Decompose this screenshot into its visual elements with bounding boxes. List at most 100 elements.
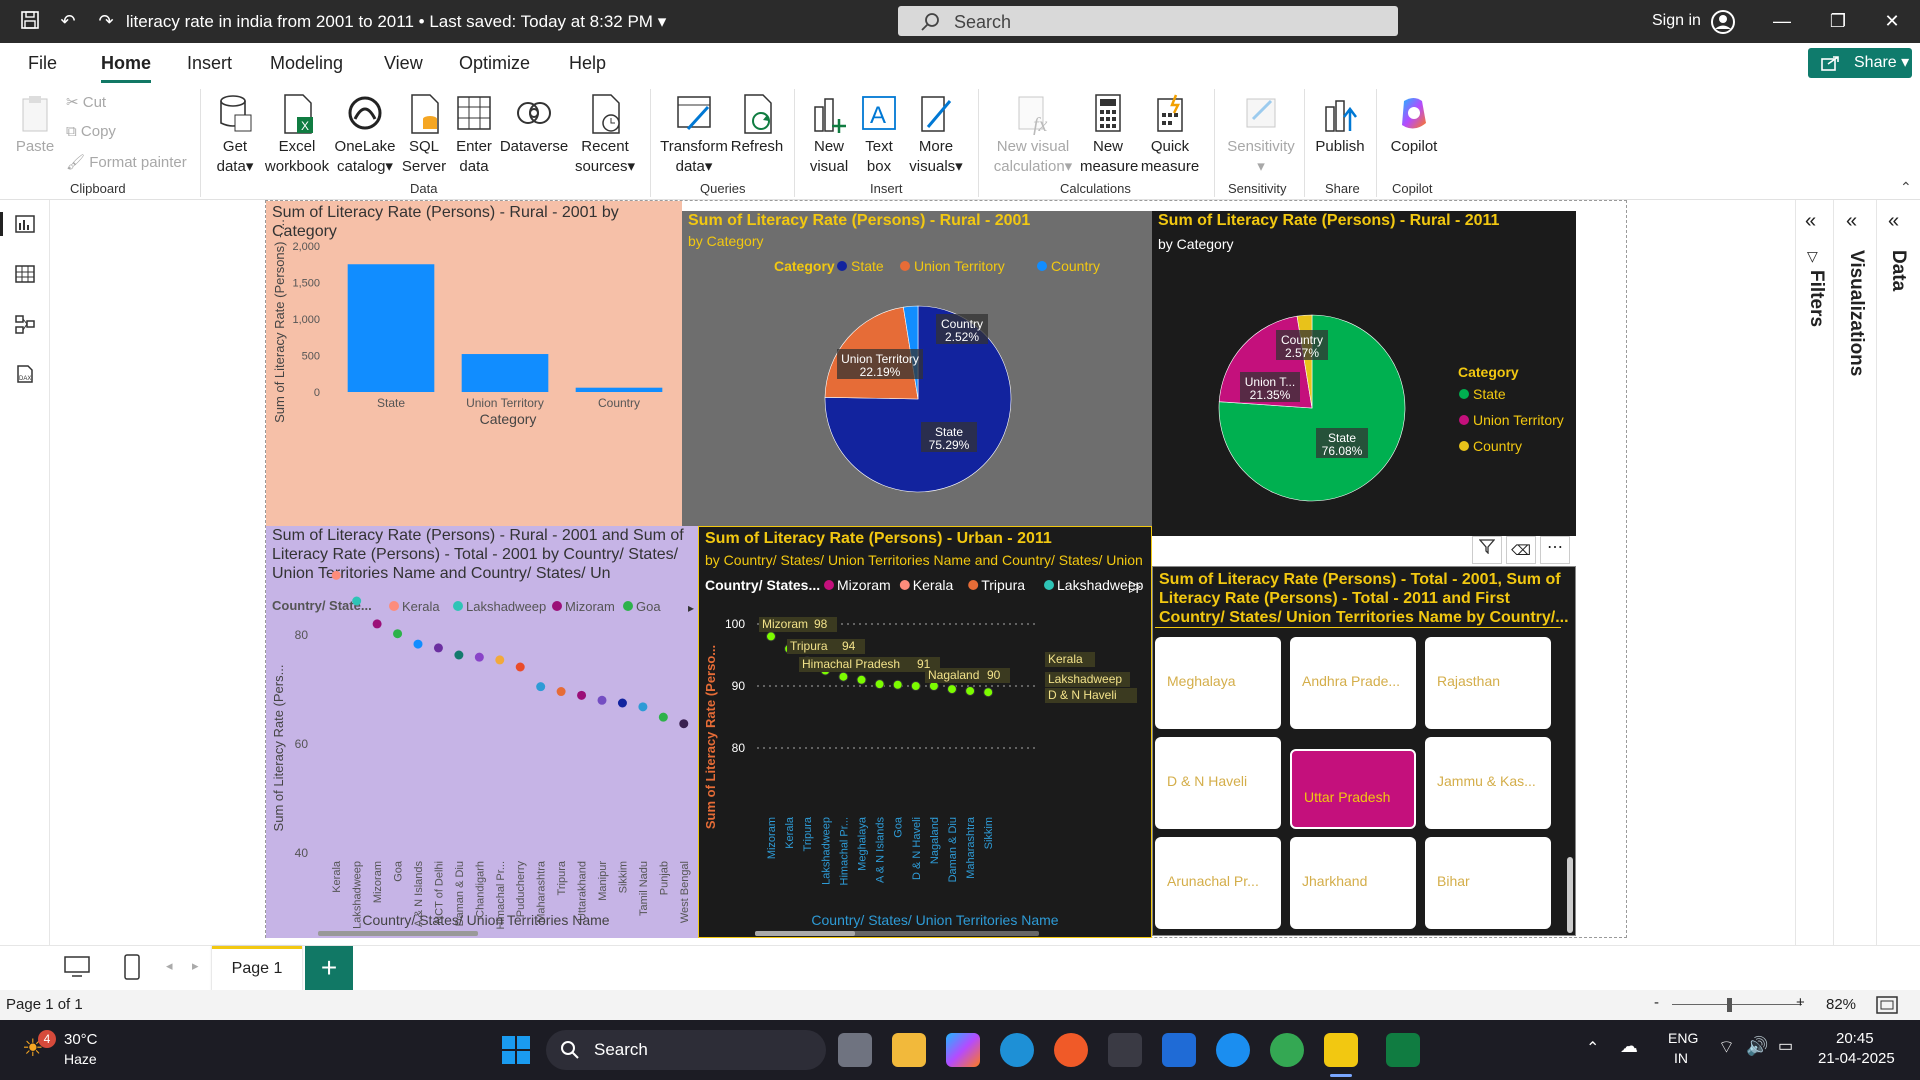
onelake-catalog-button[interactable]: OneLake catalog▾ <box>334 93 396 177</box>
collapse-ribbon-icon[interactable]: ⌃ <box>1900 179 1912 195</box>
file-explorer-icon[interactable] <box>892 1033 926 1067</box>
scatter-urban-visual[interactable]: Sum of Literacy Rate (Persons) - Urban -… <box>698 526 1152 938</box>
tab-page-1[interactable]: Page 1 <box>212 946 302 991</box>
maximize-icon[interactable]: ❐ <box>1829 11 1847 31</box>
pie-2011-visual[interactable]: Sum of Literacy Rate (Persons) - Rural -… <box>1152 211 1576 536</box>
fit-to-page-icon[interactable] <box>1876 995 1898 1015</box>
close-icon[interactable]: ✕ <box>1884 11 1900 31</box>
menu-help[interactable]: Help <box>569 53 607 73</box>
copilot-button[interactable]: Copilot <box>1386 93 1442 157</box>
new-measure-button[interactable]: New measure <box>1080 93 1138 177</box>
enter-data-button[interactable]: Enter data <box>450 93 498 177</box>
report-view-icon[interactable] <box>14 214 36 234</box>
more-options-icon[interactable]: ⋯ <box>1540 536 1570 564</box>
chevron-up-icon[interactable]: ⌃ <box>1586 1040 1600 1057</box>
text-box-button[interactable]: A Text box <box>856 93 902 177</box>
copy-button[interactable]: ⧉ Copy <box>66 123 116 140</box>
undo-icon[interactable]: ↶ <box>60 11 76 31</box>
menu-optimize[interactable]: Optimize <box>459 53 531 73</box>
minimize-icon[interactable]: — <box>1773 11 1791 31</box>
volume-icon[interactable]: 🔊 <box>1746 1036 1769 1056</box>
visualizations-pane-tab[interactable]: Visualizations <box>1846 250 1867 377</box>
firefox-icon[interactable] <box>1054 1033 1088 1067</box>
eraser-icon[interactable]: ⌫ <box>1506 536 1536 564</box>
cut-button[interactable]: ✂ Cut <box>66 93 106 111</box>
store-icon[interactable] <box>1108 1033 1142 1067</box>
excel-workbook-button[interactable]: X Excel workbook <box>262 93 332 177</box>
menu-modeling[interactable]: Modeling <box>270 53 344 73</box>
taskbar-search[interactable]: Search <box>546 1030 826 1070</box>
collapse-data-icon[interactable]: « <box>1888 210 1900 232</box>
slicer-item[interactable]: Meghalaya <box>1155 637 1281 729</box>
slicer-item[interactable]: Arunachal Pr... <box>1155 837 1281 929</box>
quick-measure-button[interactable]: Quick measure <box>1138 93 1202 177</box>
format-painter-button[interactable]: 🖌 Format painter <box>66 153 187 171</box>
language-label[interactable]: ENG <box>1668 1030 1699 1046</box>
publish-button[interactable]: Publish <box>1314 93 1366 157</box>
table-view-icon[interactable] <box>14 264 36 284</box>
recent-sources-button[interactable]: Recent sources▾ <box>572 93 638 177</box>
cloud-icon[interactable]: ☁ <box>1620 1036 1638 1056</box>
wifi-icon[interactable]: ⌔ <box>1718 1037 1735 1057</box>
next-page-icon[interactable]: ▸ <box>192 958 199 973</box>
task-view-icon[interactable] <box>838 1033 872 1067</box>
scatter-total-visual[interactable]: Sum of Literacy Rate (Persons) - Rural -… <box>266 526 698 938</box>
prev-page-icon[interactable]: ◂ <box>166 958 173 973</box>
desktop-layout-icon[interactable] <box>64 956 90 978</box>
menu-insert[interactable]: Insert <box>187 53 233 73</box>
copilot-app-icon[interactable] <box>946 1033 980 1067</box>
zoom-slider-track[interactable] <box>1672 1004 1802 1005</box>
slicer-item[interactable]: Jharkhand <box>1290 837 1416 929</box>
transform-data-button[interactable]: Transform data▾ <box>660 93 728 177</box>
mobile-layout-icon[interactable] <box>124 954 140 980</box>
slicer-item[interactable]: Rajasthan <box>1425 637 1551 729</box>
slicer-item[interactable]: D & N Haveli <box>1155 737 1281 829</box>
filter-icon[interactable] <box>1472 536 1502 564</box>
powerbi-icon[interactable] <box>1324 1033 1358 1067</box>
new-visual-calculation-button[interactable]: fx New visual calculation▾ <box>988 93 1078 177</box>
menu-home[interactable]: Home <box>101 53 152 83</box>
data-pane-tab[interactable]: Data <box>1888 250 1909 292</box>
slicer-item[interactable]: Uttar Pradesh <box>1290 749 1416 829</box>
sign-in-link[interactable]: Sign in <box>1652 12 1701 30</box>
get-data-button[interactable]: Get data▾ <box>210 93 260 177</box>
clock-time[interactable]: 20:45 <box>1836 1030 1874 1047</box>
menu-file[interactable]: File <box>28 53 58 73</box>
excel-app-icon[interactable] <box>1386 1033 1420 1067</box>
slicer-item[interactable]: Jammu & Kas... <box>1425 737 1551 829</box>
zoom-out-button[interactable]: - <box>1654 994 1659 1011</box>
add-page-button[interactable]: + <box>305 946 353 991</box>
battery-icon[interactable]: ▭ <box>1778 1038 1794 1055</box>
zoom-slider-thumb[interactable] <box>1726 998 1732 1012</box>
zoom-in-button[interactable]: + <box>1796 994 1805 1011</box>
refresh-button[interactable]: Refresh <box>730 93 784 157</box>
help-app-icon[interactable] <box>1216 1033 1250 1067</box>
dax-query-view-icon[interactable]: DAX <box>14 364 36 384</box>
share-button[interactable]: Share ▾ <box>1808 48 1912 78</box>
dataverse-button[interactable]: Dataverse <box>498 93 570 157</box>
report-canvas[interactable]: Sum of Literacy Rate (Persons) - Rural -… <box>50 200 1795 945</box>
slicer-scrollbar[interactable] <box>1567 857 1573 933</box>
collapse-visualizations-icon[interactable]: « <box>1846 210 1858 232</box>
more-visuals-button[interactable]: More visuals▾ <box>906 93 966 177</box>
model-view-icon[interactable] <box>14 314 36 334</box>
mywork-icon[interactable] <box>1162 1033 1196 1067</box>
sql-server-button[interactable]: SQL Server <box>398 93 450 177</box>
edge-icon[interactable] <box>1000 1033 1034 1067</box>
bar-chart-visual[interactable]: Sum of Literacy Rate (Persons) - Rural -… <box>266 201 682 526</box>
slicer-item[interactable]: Andhra Prade... <box>1290 637 1416 729</box>
account-icon[interactable] <box>1710 9 1736 35</box>
document-title[interactable]: literacy rate in india from 2001 to 2011… <box>126 12 666 32</box>
slicer-visual[interactable]: Sum of Literacy Rate (Persons) - Total -… <box>1152 566 1576 936</box>
pie-2001-visual[interactable]: Sum of Literacy Rate (Persons) - Rural -… <box>682 211 1152 526</box>
chrome-icon[interactable] <box>1270 1033 1304 1067</box>
sensitivity-button[interactable]: Sensitivity ▾ <box>1226 93 1296 177</box>
menu-view[interactable]: View <box>384 53 423 73</box>
search-input[interactable]: Search <box>898 6 1398 36</box>
redo-icon[interactable]: ↷ <box>98 11 114 31</box>
filters-pane-tab[interactable]: Filters <box>1806 270 1827 328</box>
new-visual-button[interactable]: New visual <box>806 93 852 177</box>
slicer-item[interactable]: Bihar <box>1425 837 1551 929</box>
windows-start-icon[interactable] <box>502 1036 530 1064</box>
collapse-filters-icon[interactable]: « <box>1805 210 1817 232</box>
